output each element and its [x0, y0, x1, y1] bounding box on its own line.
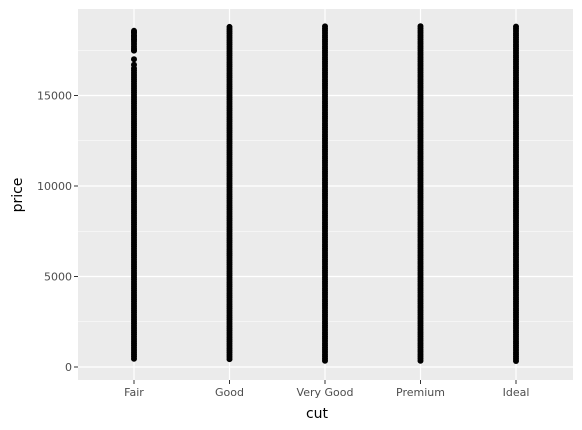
y-tick-label: 10000 [37, 180, 72, 193]
x-tick-label: Very Good [297, 386, 354, 399]
y-tick-label: 0 [65, 361, 72, 374]
data-point [131, 56, 137, 63]
y-axis-title: price [10, 178, 26, 213]
data-point [131, 355, 137, 362]
x-tick-label: Ideal [503, 386, 530, 399]
data-points [131, 23, 519, 365]
data-point [131, 29, 137, 36]
point-column-very-good [322, 23, 328, 364]
point-column-good [226, 23, 233, 363]
point-column-fair [131, 27, 137, 362]
x-tick-label: Premium [396, 386, 445, 399]
x-tick-label: Good [215, 386, 244, 399]
data-point [417, 357, 424, 364]
data-point [513, 358, 519, 365]
data-point [226, 356, 233, 363]
data-point [322, 357, 328, 364]
y-tick-label: 15000 [37, 90, 72, 103]
point-column-premium [417, 23, 424, 364]
y-tick-label: 5000 [44, 271, 72, 284]
x-axis-ticks: Fair Good Very Good Premium Ideal [124, 380, 529, 399]
x-tick-label: Fair [124, 386, 144, 399]
y-axis-ticks: 0 5000 10000 15000 [37, 90, 78, 374]
data-point [131, 47, 137, 54]
point-column-ideal [513, 23, 519, 365]
data-point [131, 61, 137, 68]
x-axis-title: cut [306, 406, 329, 422]
